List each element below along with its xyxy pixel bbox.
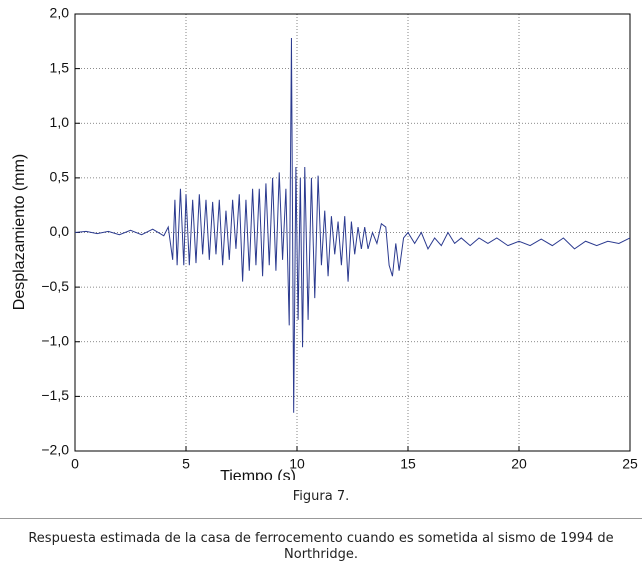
y-tick-label: 0,5 (50, 169, 70, 185)
y-tick-label: −0,5 (41, 278, 69, 294)
separator (0, 518, 642, 519)
y-tick-label: 2,0 (50, 5, 70, 21)
y-tick-label: −1,5 (41, 387, 69, 403)
x-tick-label: 20 (511, 456, 527, 472)
y-tick-label: 1,5 (50, 59, 70, 75)
y-tick-label: −2,0 (41, 442, 69, 458)
y-tick-label: −1,0 (41, 332, 69, 348)
x-tick-label: 5 (182, 456, 190, 472)
y-tick-label: 0,0 (50, 223, 70, 239)
data-line (74, 38, 631, 413)
x-tick-label: 10 (289, 456, 305, 472)
x-tick-label: 25 (622, 456, 638, 472)
chart: Tiempo (s) Desplazamiento (mm) 2,0 1,5 1,0… (11, 5, 638, 480)
x-axis-label: Tiempo (s) (220, 468, 296, 480)
y-tick-label: 1,0 (50, 114, 70, 130)
x-tick-label: 15 (400, 456, 416, 472)
x-tick-label: 0 (71, 456, 79, 472)
figure-label: Figura 7. (292, 489, 350, 504)
caption-text: Respuesta estimada de la casa de ferroce… (28, 531, 614, 562)
y-axis-label: Desplazamiento (mm) (11, 154, 28, 310)
